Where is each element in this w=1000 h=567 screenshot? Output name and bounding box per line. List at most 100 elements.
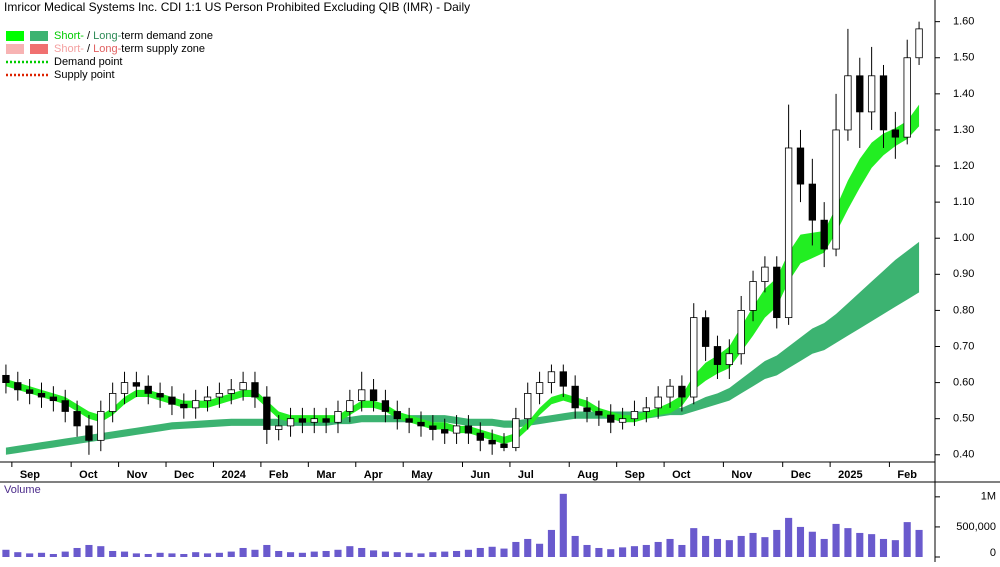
volume-bar: [761, 537, 769, 557]
volume-bar: [322, 550, 330, 557]
candle-body: [559, 371, 567, 387]
y-tick-label: 1.50: [953, 52, 974, 64]
volume-bar: [820, 538, 828, 557]
legend-label: Supply point: [54, 69, 115, 81]
candle-body: [298, 418, 307, 423]
candle-body: [334, 411, 342, 423]
y-tick-label: 1.60: [953, 16, 974, 28]
candle-body: [500, 443, 508, 448]
volume-bar: [690, 528, 698, 557]
volume-bar: [464, 549, 472, 557]
candle-body: [784, 147, 793, 319]
candle-body: [441, 429, 449, 434]
candle-body: [168, 396, 176, 405]
y-tick-label: 0.50: [953, 413, 974, 425]
y-tick-label: 0.60: [953, 377, 974, 389]
candle-body: [120, 382, 129, 394]
volume-bar: [619, 547, 627, 557]
candle-body: [808, 183, 817, 221]
candle-body: [713, 346, 722, 365]
volume-bar: [891, 540, 899, 557]
volume-bar: [239, 547, 247, 557]
volume-bar: [453, 550, 461, 557]
candle-body: [49, 396, 58, 402]
legend-text: /: [84, 30, 93, 42]
candle-body: [275, 425, 283, 430]
volume-bar: [251, 549, 259, 557]
volume-bar: [856, 532, 864, 557]
volume-bar: [429, 552, 437, 557]
candle-body: [215, 393, 224, 398]
volume-bar: [547, 529, 555, 557]
legend-text: /: [84, 43, 93, 55]
volume-bar: [488, 546, 496, 557]
legend-text: Long-: [93, 43, 121, 55]
volume-bar: [476, 547, 484, 557]
volume-bar: [358, 547, 366, 557]
candle-body: [25, 389, 34, 394]
candle-body: [476, 432, 484, 441]
volume-bar: [381, 551, 389, 557]
x-tick-label: Jun: [471, 469, 491, 481]
candle-body: [464, 425, 473, 434]
candle-body: [286, 418, 295, 427]
candle-body: [263, 396, 271, 430]
volume-bar: [903, 522, 911, 557]
candle-body: [571, 385, 579, 409]
volume-bar: [642, 544, 650, 557]
candle-body: [322, 418, 330, 423]
volume-panel: [2, 493, 923, 557]
candle-body: [915, 28, 923, 59]
candle-body: [180, 403, 188, 409]
candle-body: [844, 75, 852, 131]
volume-bar: [156, 552, 164, 557]
candle-body: [97, 411, 105, 441]
candle-body: [358, 389, 366, 402]
legend-text: Short-: [54, 30, 84, 42]
volume-bar: [417, 553, 425, 557]
volume-bar: [785, 517, 793, 557]
candle-body: [856, 75, 864, 113]
candle-body: [535, 382, 544, 394]
volume-bar: [310, 551, 318, 557]
volume-bar: [203, 553, 212, 557]
volume-bar: [595, 547, 603, 557]
volume-bar: [192, 552, 200, 557]
candle-body: [85, 425, 93, 441]
x-tick-label: Apr: [364, 469, 384, 481]
candle-body: [773, 266, 781, 319]
candle-body: [903, 57, 911, 138]
volume-bar: [500, 548, 508, 557]
volume-bar: [512, 541, 520, 557]
legend-swatch: [30, 44, 48, 54]
candle-body: [725, 353, 733, 365]
candle-body: [547, 371, 556, 383]
candle-body: [595, 411, 603, 416]
volume-bar: [713, 538, 722, 557]
x-tick-label: 2025: [838, 469, 862, 481]
x-tick-label: Mar: [316, 469, 336, 481]
volume-bar: [2, 549, 10, 557]
y-tick-label: 0.90: [953, 268, 974, 280]
candle-body: [203, 396, 212, 402]
axes: 0.40 0.50 0.60 0.70 0.80 0.90 1.00 1.10 1.20 1.30…: [11, 16, 996, 559]
volume-bar: [654, 541, 662, 557]
volume-bar: [737, 535, 745, 557]
y-tick-label: 1.10: [953, 196, 974, 208]
x-tick-label: May: [411, 469, 433, 481]
legend-swatch: [6, 44, 24, 54]
legend-label: Short- / Long-term demand zone: [54, 30, 213, 42]
candle-body: [251, 382, 259, 398]
volume-bar: [370, 550, 378, 557]
x-tick-label: Aug: [577, 469, 598, 481]
x-tick-label: Oct: [79, 469, 98, 481]
candle-body: [583, 407, 591, 412]
candle-body: [381, 400, 390, 412]
volume-bar: [832, 523, 840, 557]
volume-bar: [678, 544, 686, 557]
volume-bar: [61, 551, 69, 557]
volume-bar: [275, 550, 283, 557]
candle-body: [678, 385, 686, 398]
volume-tick-label: 1M: [981, 491, 996, 503]
